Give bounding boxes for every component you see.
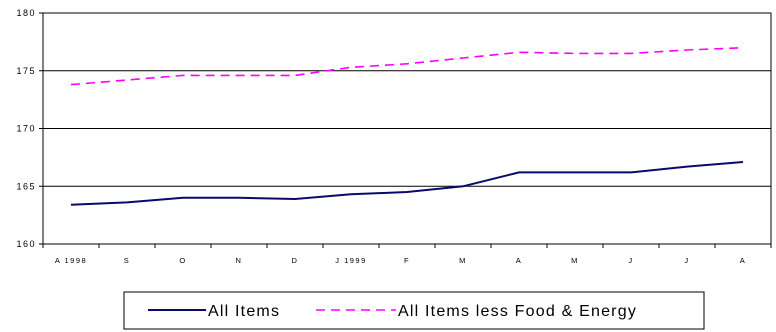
data-point [686, 166, 688, 168]
legend-label-all-items: All Items [208, 303, 280, 320]
data-point [294, 198, 296, 200]
data-point [182, 75, 184, 77]
x-tick-label: F [404, 256, 410, 265]
y-tick-label: 175 [16, 66, 36, 76]
x-tick-label: S [124, 256, 131, 265]
y-axis-ticks: 160 165 170 175 180 [16, 8, 43, 249]
series-lines [70, 46, 744, 206]
data-point [238, 197, 240, 199]
y-tick-label: 165 [16, 181, 36, 191]
legend-label-core: All Items less Food & Energy [398, 303, 637, 320]
legend-box [123, 291, 705, 330]
x-tick-label: N [236, 256, 243, 265]
x-tick-label: M [459, 256, 467, 265]
x-tick-label: D [292, 256, 299, 265]
x-tick-label: M [571, 256, 579, 265]
data-point [350, 66, 352, 68]
legend: All Items All Items less Food & Energy [123, 291, 705, 330]
series-line-core [70, 46, 744, 86]
data-point [630, 53, 632, 55]
x-tick-label: J 1999 [335, 256, 367, 265]
x-axis-ticks: A 1998 S O N D J 1999 F M A M J J A [42, 244, 772, 265]
data-point [70, 84, 72, 86]
data-point [70, 204, 72, 206]
data-point [630, 172, 632, 174]
series-line-all-items [70, 161, 744, 206]
data-point [406, 191, 408, 193]
data-point [294, 75, 296, 77]
data-point [462, 185, 464, 187]
x-tick-label: A 1998 [55, 256, 87, 265]
data-point [406, 63, 408, 65]
y-tick-label: 170 [16, 124, 36, 134]
gridlines [43, 70, 771, 187]
y-tick-label: 180 [16, 8, 36, 18]
x-tick-label: O [179, 256, 186, 265]
data-point [742, 47, 744, 49]
data-point [238, 75, 240, 77]
data-point [686, 49, 688, 51]
data-point [182, 197, 184, 199]
x-tick-label: J [684, 256, 689, 265]
data-point [518, 172, 520, 174]
data-point [126, 79, 128, 81]
data-point [126, 202, 128, 204]
data-point [742, 161, 744, 163]
data-point [574, 53, 576, 55]
x-tick-label: A [740, 256, 747, 265]
data-point [350, 194, 352, 196]
data-point [462, 57, 464, 59]
x-tick-label: A [516, 256, 523, 265]
y-tick-label: 160 [16, 239, 36, 249]
x-tick-label: J [628, 256, 633, 265]
data-point [518, 51, 520, 53]
data-point [574, 172, 576, 174]
